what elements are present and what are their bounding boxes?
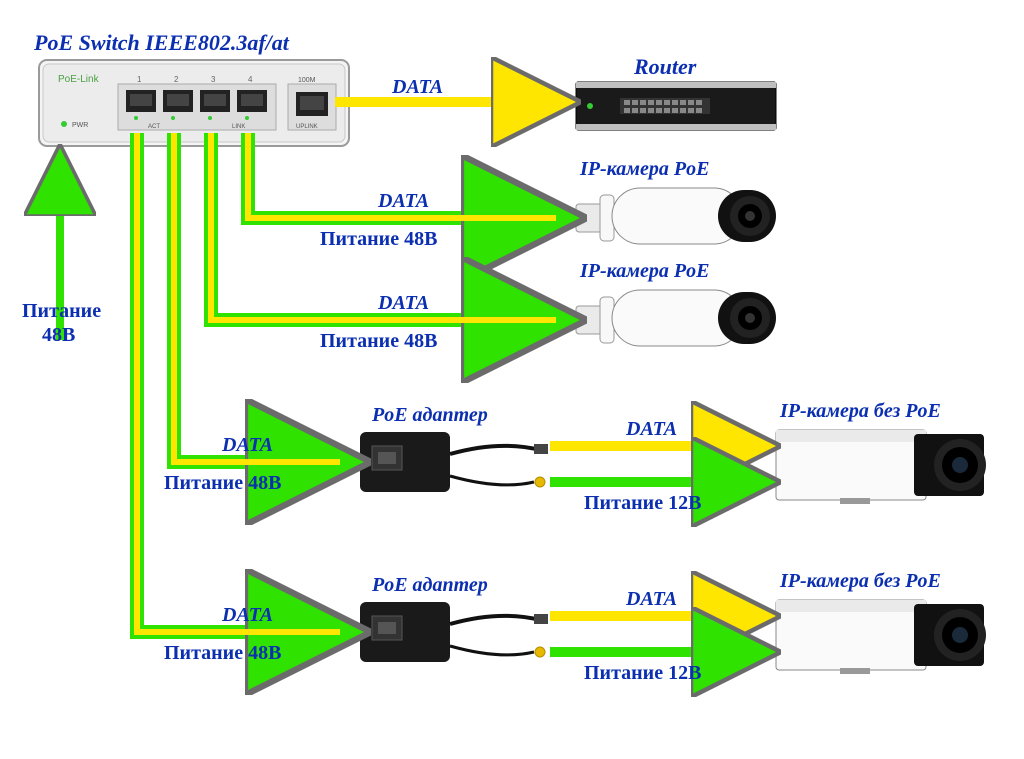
power-in-label-2: 48В <box>42 324 75 347</box>
switch-title: PoE Switch IEEE802.3af/at <box>34 30 289 56</box>
box-camera-1 <box>776 430 986 504</box>
switch-uplink: 100M UPLINK <box>288 77 336 130</box>
link-cam2-power-label: Питание 48В <box>320 330 437 353</box>
link-adapter2-power-label: Питание 48В <box>164 642 281 665</box>
adapter1-title: PoE адаптер <box>372 404 488 427</box>
adapter2-out-power-label: Питание 12В <box>584 662 701 685</box>
poe-switch-device: PoE-Link 1 2 3 4 ACT LINK 100M UPLINK PW… <box>39 60 349 146</box>
box-camera-2 <box>776 600 986 674</box>
svg-text:LINK: LINK <box>232 124 245 130</box>
svg-text:4: 4 <box>248 75 253 84</box>
poe-adapter-2 <box>360 602 548 662</box>
diagram-canvas: PoE-Link 1 2 3 4 ACT LINK 100M UPLINK PW… <box>0 0 1024 759</box>
link-cam1-power-label: Питание 48В <box>320 228 437 251</box>
svg-text:3: 3 <box>211 75 216 84</box>
link-to-adapter2-power <box>137 133 350 632</box>
svg-text:PWR: PWR <box>72 122 88 129</box>
svg-text:2: 2 <box>174 75 179 84</box>
link-to-adapter2-data <box>137 133 340 632</box>
adapter1-out-data-label: DATA <box>626 418 677 441</box>
svg-text:UPLINK: UPLINK <box>296 124 318 130</box>
link-to-adapter1-data <box>174 133 340 462</box>
router-title: Router <box>634 54 696 80</box>
router-device <box>576 82 776 130</box>
poe-camera-2 <box>576 290 776 346</box>
cam1-title: IP-камера PoE <box>580 158 709 181</box>
link-cam1-data-label: DATA <box>378 190 429 213</box>
link-adapter1-data-label: DATA <box>222 434 273 457</box>
boxcam2-title: IP-камера без PoE <box>780 570 941 593</box>
link-adapter1-power-label: Питание 48В <box>164 472 281 495</box>
svg-text:1: 1 <box>137 75 142 84</box>
cam2-title: IP-камера PoE <box>580 260 709 283</box>
boxcam1-title: IP-камера без PoE <box>780 400 941 423</box>
switch-ports: 1 2 3 4 ACT LINK <box>118 75 276 130</box>
adapter1-out-power-label: Питание 12В <box>584 492 701 515</box>
poe-adapter-1 <box>360 432 548 492</box>
pwr-led-icon <box>61 121 67 127</box>
svg-text:100M: 100M <box>298 77 316 84</box>
power-in-label-1: Питание <box>22 300 101 323</box>
link-to-adapter1-power <box>174 133 350 462</box>
link-adapter2-data-label: DATA <box>222 604 273 627</box>
poe-camera-1 <box>576 188 776 244</box>
adapter2-out-data-label: DATA <box>626 588 677 611</box>
link-router-data-label: DATA <box>392 76 443 99</box>
switch-brand: PoE-Link <box>58 74 100 85</box>
svg-text:ACT: ACT <box>148 124 160 130</box>
adapter2-title: PoE адаптер <box>372 574 488 597</box>
link-cam2-data-label: DATA <box>378 292 429 315</box>
